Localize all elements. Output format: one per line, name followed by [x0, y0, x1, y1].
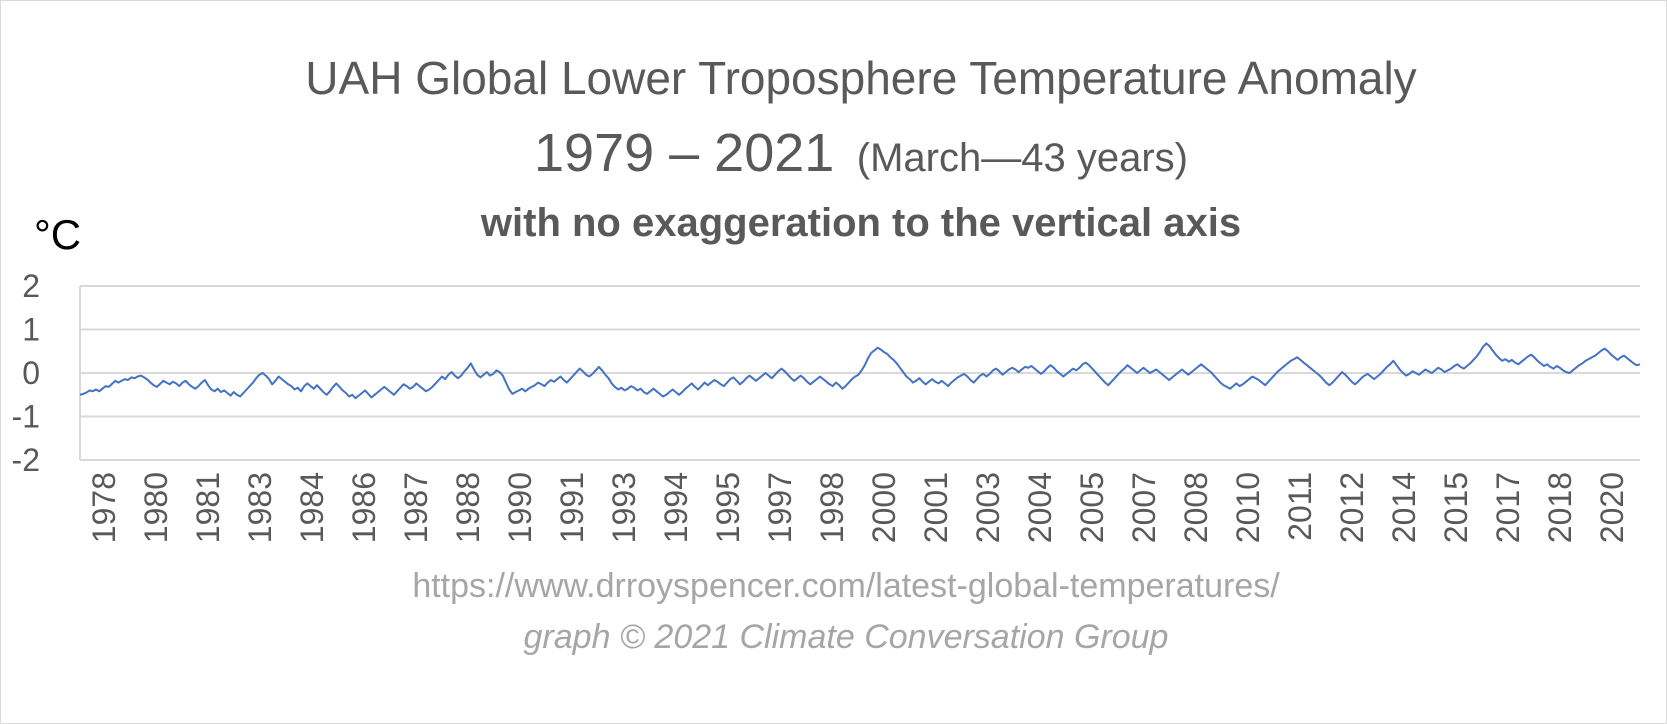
x-tick-label: 1997	[762, 472, 798, 543]
x-tick-label: 2004	[1022, 472, 1058, 543]
x-tick-label: 1984	[294, 472, 330, 543]
x-tick-label: 1990	[502, 472, 538, 543]
x-tick-label: 1978	[86, 472, 122, 543]
x-tick-label: 1987	[398, 472, 434, 543]
y-tick-label: 1	[22, 312, 40, 348]
x-tick-label: 2014	[1386, 472, 1422, 543]
x-tick-label: 2005	[1074, 472, 1110, 543]
x-tick-label: 2007	[1126, 472, 1162, 543]
x-tick-label: 2020	[1594, 472, 1630, 543]
x-tick-label: 1980	[138, 472, 174, 543]
chart-title: UAH Global Lower Troposphere Temperature…	[305, 52, 1416, 104]
x-tick-label: 2000	[866, 472, 902, 543]
y-axis-ticks: 2 1 0 -1 -2	[12, 268, 40, 478]
x-tick-label: 2008	[1178, 472, 1214, 543]
x-tick-label: 1998	[814, 472, 850, 543]
y-tick-label: -2	[12, 442, 40, 478]
x-tick-label: 1981	[190, 472, 226, 543]
x-tick-label: 2012	[1334, 472, 1370, 543]
series-group	[79, 342, 1641, 400]
x-tick-label: 1988	[450, 472, 486, 543]
chart-subtitle-2: with no exaggeration to the vertical axi…	[480, 201, 1241, 245]
y-tick-label: 0	[22, 355, 40, 391]
x-tick-label: 1995	[710, 472, 746, 543]
x-tick-label: 2010	[1230, 472, 1266, 543]
y-tick-label: 2	[22, 268, 40, 304]
x-tick-label: 2015	[1438, 472, 1474, 543]
x-tick-label: 1994	[658, 472, 694, 543]
x-tick-label: 2011	[1282, 472, 1318, 541]
series-line	[79, 342, 1641, 400]
x-tick-label: 2003	[970, 472, 1006, 543]
x-tick-label: 2001	[918, 472, 954, 543]
source-url: https://www.drroyspencer.com/latest-glob…	[412, 567, 1280, 605]
x-tick-label: 2018	[1542, 472, 1578, 543]
x-tick-label: 1983	[242, 472, 278, 543]
chart-subtitle-note: (March—43 years)	[857, 136, 1188, 180]
graph-credit: graph © 2021 Climate Conversation Group	[524, 618, 1169, 656]
x-tick-label: 1986	[346, 472, 382, 543]
x-axis-ticks: 1978 1980 1981 1983 1984 1986 1987 1988 1990 1991…	[86, 472, 1630, 543]
y-tick-label: -1	[12, 399, 40, 435]
gridlines	[79, 285, 1640, 461]
chart-subtitle-line: 1979 – 2021 (March—43 years)	[534, 123, 1188, 183]
chart-subtitle: 1979 – 2021	[534, 123, 834, 183]
y-axis-unit: °C	[34, 211, 81, 258]
x-tick-label: 2017	[1490, 472, 1526, 543]
x-tick-label: 1991	[554, 472, 590, 543]
x-tick-label: 1993	[606, 472, 642, 543]
